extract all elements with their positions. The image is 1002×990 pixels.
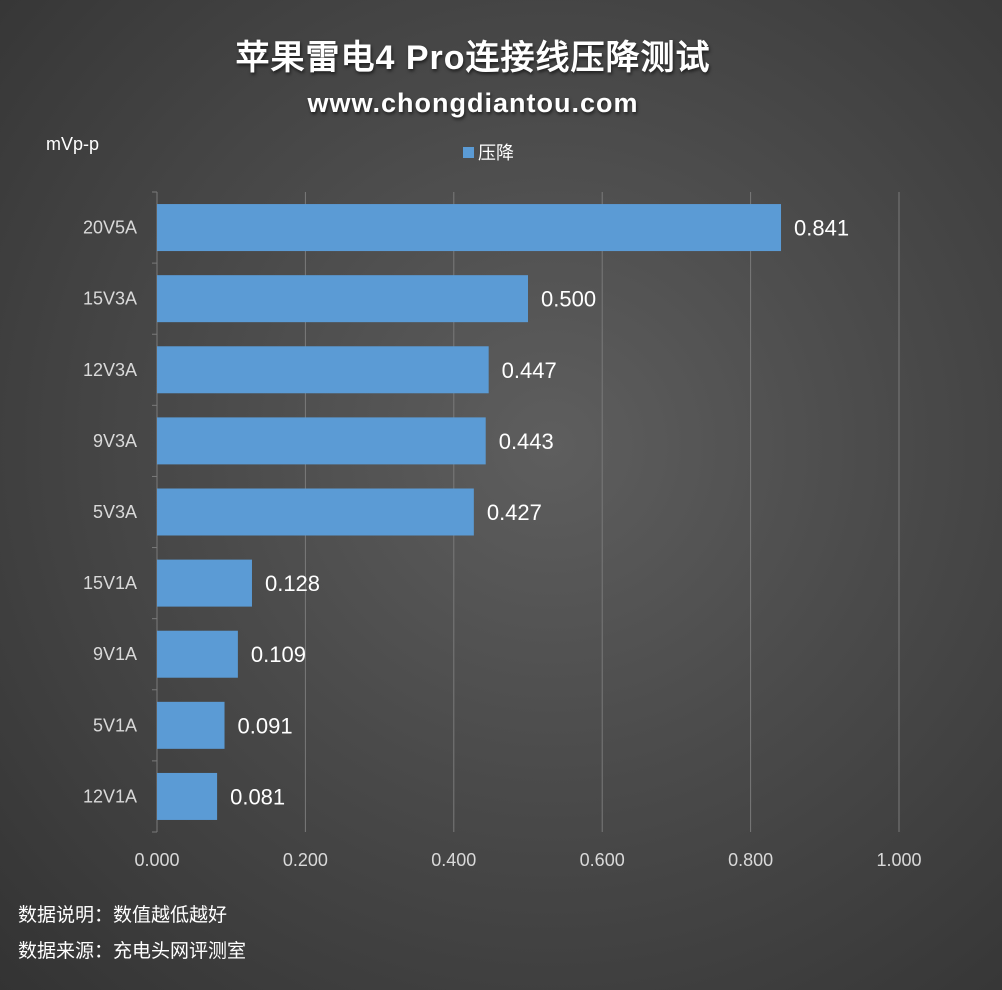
- chart-subtitle: www.chongdiantou.com: [307, 88, 639, 118]
- bar: [157, 488, 474, 536]
- footnote-data-explanation: 数据说明：数值越低越好: [18, 905, 228, 926]
- legend-label: 压降: [478, 143, 514, 163]
- bar: [157, 204, 782, 252]
- data-label: 0.109: [251, 642, 306, 667]
- data-label: 0.427: [487, 500, 542, 525]
- data-label: 0.500: [541, 287, 596, 312]
- data-label: 0.443: [499, 429, 554, 454]
- legend: 压降: [463, 139, 514, 165]
- category-label: 12V1A: [83, 786, 137, 806]
- legend-swatch: [463, 146, 474, 158]
- category-label: 12V3A: [83, 360, 137, 380]
- x-tick-label: 1.000: [876, 850, 921, 870]
- data-label: 0.091: [238, 713, 293, 738]
- category-label: 9V3A: [93, 431, 137, 451]
- bar: [157, 630, 238, 678]
- data-label: 0.081: [230, 784, 285, 809]
- data-label: 0.841: [794, 216, 849, 241]
- category-label: 5V1A: [93, 715, 137, 735]
- category-label: 9V1A: [93, 644, 137, 664]
- category-label: 15V3A: [83, 289, 137, 309]
- x-tick-label: 0.000: [134, 850, 179, 870]
- footnote-data-source: 数据来源：充电头网评测室: [18, 941, 247, 962]
- bar: [157, 701, 225, 749]
- category-label: 15V1A: [83, 573, 137, 593]
- bar: [157, 417, 486, 465]
- bar: [157, 346, 489, 394]
- x-tick-label: 0.200: [283, 850, 328, 870]
- chart-title: 苹果雷电4 Pro连接线压降测试: [235, 39, 711, 77]
- category-label: 5V3A: [93, 502, 137, 522]
- bar: [157, 559, 252, 607]
- axis-unit-label: mVp-p: [46, 134, 100, 154]
- data-label: 0.128: [265, 571, 320, 596]
- data-label: 0.447: [502, 358, 557, 383]
- bar: [157, 275, 528, 323]
- category-label: 20V5A: [83, 218, 137, 238]
- bar: [157, 772, 218, 820]
- x-tick-label: 0.400: [431, 850, 476, 870]
- x-tick-label: 0.800: [728, 850, 773, 870]
- x-tick-label: 0.600: [580, 850, 625, 870]
